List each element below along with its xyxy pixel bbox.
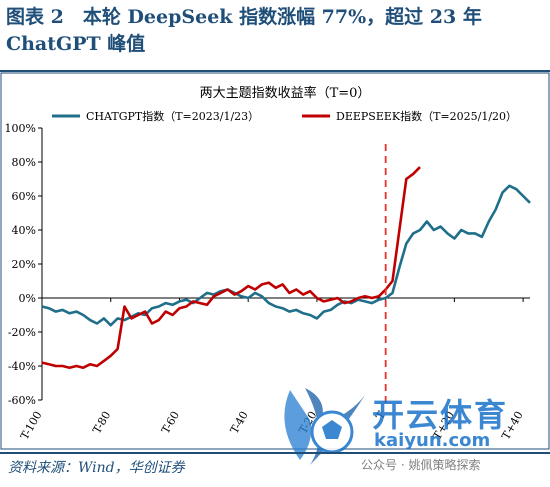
y-tick-label: 80% — [12, 156, 36, 169]
watermark-logo-icon — [284, 388, 365, 465]
watermark: 开云体育 kaiyun.com 公众号 · 姚佩策略探索 — [270, 380, 550, 480]
chart-frame — [0, 72, 550, 450]
y-tick-label: 60% — [12, 190, 36, 203]
top-rule — [0, 70, 550, 72]
series-line-chatgpt — [41, 184, 531, 327]
y-tick-label: 100% — [5, 122, 36, 135]
watermark-brand: 开云体育 — [372, 396, 509, 434]
chart: 两大主题指数收益率（T=0） CHATGPT指数（T=2023/1/23） DE… — [0, 72, 550, 450]
x-tick-label: T-100 — [18, 409, 45, 442]
legend-label-deepseek: DEEPSEEK指数（T=2025/1/20） — [336, 109, 517, 123]
axes: -60% -40% -20% 0% 20% 40% 60% 80% 100% T-100 T-80 T… — [5, 122, 530, 442]
x-tick-label: T-80 — [90, 409, 113, 436]
legend-label-chatgpt: CHATGPT指数（T=2023/1/23） — [86, 109, 259, 123]
y-tick-label: 20% — [12, 258, 36, 271]
watermark-account: 公众号 · 姚佩策略探索 — [358, 456, 484, 473]
y-tick-label: -60% — [8, 394, 36, 407]
chart-title: 两大主题指数收益率（T=0） — [200, 85, 371, 101]
figure-title: 图表 2 本轮 DeepSeek 指数涨幅 77%，超过 23 年 ChatGP… — [6, 6, 482, 55]
legend: CHATGPT指数（T=2023/1/23） DEEPSEEK指数（T=2025… — [52, 109, 517, 123]
series-layer — [41, 144, 531, 406]
y-tick-label: -20% — [8, 326, 36, 339]
watermark-url: kaiyun.com — [374, 430, 491, 451]
x-tick-label: T-40 — [228, 409, 251, 436]
series-line-deepseek — [41, 166, 421, 370]
x-tick-label: T-60 — [159, 409, 182, 436]
bottom-rule — [0, 452, 550, 454]
y-tick-label: -40% — [8, 360, 36, 373]
y-tick-label: 40% — [12, 224, 36, 237]
y-tick-label: 0% — [19, 292, 36, 305]
source-note: 资料来源：Wind，华创证券 — [8, 460, 185, 476]
